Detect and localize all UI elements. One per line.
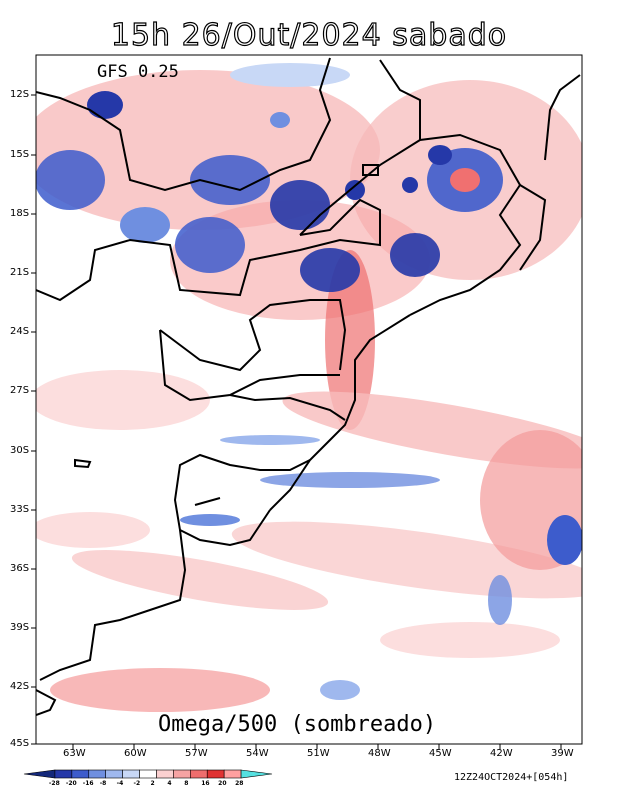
colorbar-swatch	[240, 769, 273, 779]
colorbar-swatch	[88, 769, 106, 779]
lon-label: 48W	[368, 748, 391, 759]
lat-label: 12S	[10, 89, 30, 100]
lon-label: 63W	[63, 748, 86, 759]
colorbar-swatch	[54, 769, 73, 779]
field-label: Omega/500 (sombreado)	[158, 712, 437, 737]
colorbar-tick-label: -28	[48, 780, 60, 787]
colorbar-tick-label: 20	[218, 780, 227, 787]
colorbar-tick-label: 2	[150, 780, 155, 787]
lon-label: 45W	[429, 748, 452, 759]
coastlines-borders	[36, 57, 581, 716]
colorbar-swatch	[122, 769, 140, 779]
lat-label: 36S	[10, 563, 30, 574]
colorbar-swatch	[139, 769, 157, 779]
omega-shading	[36, 55, 582, 744]
lat-label: 33S	[10, 504, 30, 515]
model-label: GFS 0.25	[97, 62, 179, 82]
lat-ticks	[31, 94, 36, 745]
colorbar-swatch	[223, 769, 242, 779]
lat-label: 15S	[10, 149, 30, 160]
colorbar-tick-label: 4	[167, 780, 172, 787]
colorbar	[23, 769, 273, 779]
colorbar-swatch	[23, 769, 56, 779]
colorbar-tick-label: -4	[116, 780, 124, 787]
colorbar-swatch	[156, 769, 174, 779]
lon-label: 42W	[490, 748, 513, 759]
colorbar-tick-label: 8	[184, 780, 189, 787]
lon-label: 54W	[246, 748, 269, 759]
map-title: 15h 26/Out/2024 sabado	[110, 17, 508, 53]
lon-label: 60W	[124, 748, 147, 759]
colorbar-swatch	[206, 769, 225, 779]
lon-ticks	[72, 744, 562, 749]
lon-label: 51W	[307, 748, 330, 759]
lat-label: 18S	[10, 208, 30, 219]
map-frame	[35, 54, 583, 745]
colorbar-swatch	[173, 769, 191, 779]
lat-label: 45S	[10, 738, 30, 749]
colorbar-tick-label: -16	[82, 780, 94, 787]
lat-label: 24S	[10, 326, 30, 337]
lat-label: 27S	[10, 385, 30, 396]
lat-label: 30S	[10, 445, 30, 456]
colorbar-swatch	[71, 769, 90, 779]
colorbar-tick-label: 28	[235, 780, 244, 787]
colorbar-tick-label: -2	[133, 780, 141, 787]
colorbar-tick-label: -8	[99, 780, 107, 787]
lat-label: 21S	[10, 267, 30, 278]
lon-label: 39W	[551, 748, 574, 759]
colorbar-swatch	[105, 769, 123, 779]
lat-label: 39S	[10, 622, 30, 633]
run-label: 12Z24OCT2024+[054h]	[454, 772, 569, 783]
lon-label: 57W	[185, 748, 208, 759]
colorbar-tick-label: 16	[201, 780, 210, 787]
colorbar-swatch	[190, 769, 208, 779]
colorbar-tick-label: -20	[65, 780, 77, 787]
lat-label: 42S	[10, 681, 30, 692]
